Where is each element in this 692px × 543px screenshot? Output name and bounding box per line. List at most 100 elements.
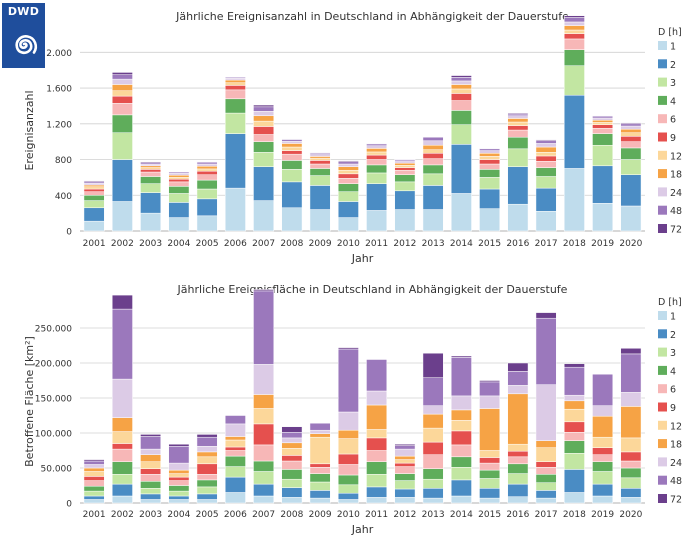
legend-title: D [h]	[658, 27, 682, 38]
x-tick-label: 2015	[478, 510, 501, 520]
y-tick-label: 0	[66, 500, 72, 510]
bar-segment	[224, 476, 246, 493]
x-tick-label: 2006	[224, 239, 247, 249]
bar-segment	[111, 483, 133, 497]
bar-segment	[394, 181, 416, 192]
bar-segment	[83, 460, 105, 465]
bar-segment	[507, 496, 529, 504]
bar-segment	[479, 188, 501, 209]
bar-segment	[535, 490, 557, 499]
legend-swatch	[658, 114, 667, 124]
legend-swatch	[658, 77, 667, 87]
bar-segment	[111, 461, 133, 475]
bar-segment	[479, 208, 501, 232]
bar-segment	[196, 179, 218, 190]
bar-segment	[450, 100, 472, 111]
legend-swatch	[658, 311, 667, 320]
bar-segment	[224, 415, 246, 425]
bar-segment	[224, 455, 246, 467]
legend-swatch	[658, 420, 667, 430]
bar-segment	[111, 201, 133, 232]
bar-segment	[479, 177, 501, 190]
bar-segment	[450, 420, 472, 432]
bar-segment	[535, 176, 557, 189]
bar-segment	[83, 499, 105, 504]
bar-segment	[83, 476, 105, 481]
bar-segment	[422, 405, 444, 415]
bar-segment	[394, 459, 416, 464]
bar-segment	[394, 473, 416, 481]
bar-segment	[620, 437, 642, 453]
bar-segment	[337, 173, 359, 179]
bar-segment	[140, 461, 162, 469]
x-tick-label: 2012	[393, 239, 416, 249]
bar-segment	[535, 139, 557, 142]
x-tick-label: 2011	[365, 239, 388, 249]
bar-segment	[620, 406, 642, 439]
bar-segment	[592, 133, 614, 146]
bar-segment	[253, 120, 275, 127]
legend-swatch	[658, 329, 667, 339]
bar-segment	[168, 178, 190, 183]
bar-segment	[83, 485, 105, 492]
bar-segment	[281, 153, 303, 161]
bar-segment	[394, 480, 416, 490]
bar-segment	[140, 183, 162, 193]
bar-segment	[253, 483, 275, 497]
bar-segment	[394, 445, 416, 450]
bar-segment	[535, 474, 557, 483]
legend-swatch	[658, 439, 667, 449]
bar-segment	[366, 429, 388, 439]
bar-segment	[224, 77, 246, 79]
bar-segment	[620, 125, 642, 130]
bar-segment	[422, 158, 444, 166]
x-tick-label: 2006	[224, 510, 247, 520]
bar-segment	[450, 409, 472, 421]
bar-segment	[450, 430, 472, 446]
x-tick-label: 2014	[450, 239, 473, 249]
bar-segment	[592, 144, 614, 167]
bar-segment	[563, 17, 585, 23]
bar-segment	[196, 493, 218, 500]
y-tick-label: 200.000	[35, 360, 72, 370]
x-tick-label: 2012	[393, 510, 416, 520]
bar-segment	[450, 75, 472, 78]
bar-segment	[281, 146, 303, 151]
bar-segment	[281, 487, 303, 498]
bar-segment	[507, 121, 529, 126]
bar-segment	[83, 467, 105, 472]
bar-segment	[535, 155, 557, 162]
bar-segment	[337, 492, 359, 500]
bar-segment	[168, 469, 190, 474]
bar-segment	[196, 174, 218, 181]
bar-segment	[507, 385, 529, 395]
bar-segment	[592, 165, 614, 204]
bar-segment	[422, 497, 444, 504]
bar-segment	[196, 474, 218, 481]
bar-segment	[592, 495, 614, 504]
bar-segment	[111, 443, 133, 450]
x-tick-label: 2007	[252, 239, 275, 249]
bar-segment	[111, 84, 133, 91]
x-tick-label: 2011	[365, 510, 388, 520]
bar-segment	[111, 308, 133, 380]
bar-segment	[309, 463, 331, 468]
bar-segment	[309, 185, 331, 210]
bar-segment	[366, 183, 388, 211]
bar-segment	[224, 466, 246, 478]
x-tick-label: 2002	[111, 239, 134, 249]
bar-segment	[422, 413, 444, 429]
bar-segment	[450, 84, 472, 90]
bar-segment	[253, 471, 275, 485]
bar-segment	[479, 148, 501, 151]
bar-segment	[83, 200, 105, 209]
bar-segment	[422, 144, 444, 150]
bar-segment	[111, 294, 133, 310]
bar-segment	[620, 392, 642, 407]
x-tick-label: 2010	[337, 510, 360, 520]
bar-segment	[620, 477, 642, 489]
bar-segment	[366, 164, 388, 174]
bar-segment	[309, 481, 331, 491]
bar-segment	[450, 444, 472, 458]
bar-segment	[620, 159, 642, 175]
